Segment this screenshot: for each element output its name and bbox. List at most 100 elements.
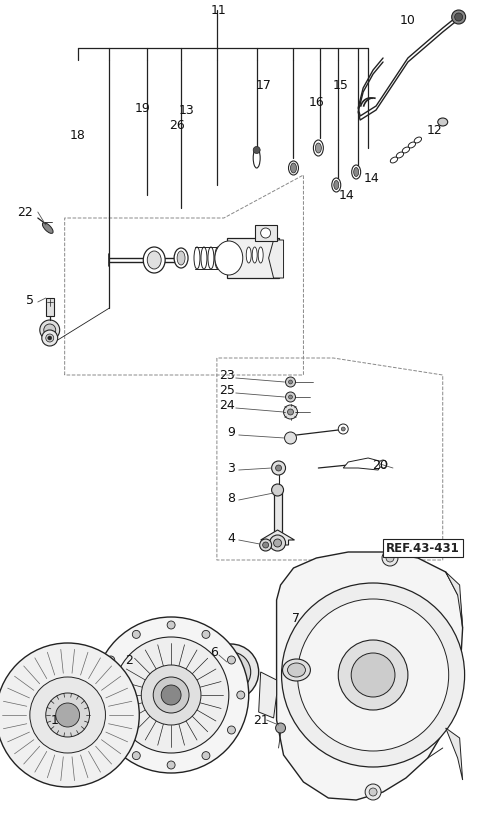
Circle shape [77,734,86,744]
Circle shape [455,13,463,21]
Text: 17: 17 [256,78,272,91]
Circle shape [351,653,395,697]
Ellipse shape [290,163,297,173]
Ellipse shape [143,247,165,273]
Ellipse shape [253,147,260,153]
Ellipse shape [215,247,221,269]
Circle shape [225,666,237,678]
Circle shape [288,409,293,415]
Circle shape [228,726,235,734]
Circle shape [202,630,210,638]
Text: 2: 2 [125,654,133,667]
Circle shape [161,685,181,705]
Circle shape [107,726,115,734]
Text: 5: 5 [26,293,34,306]
Ellipse shape [288,663,305,677]
Circle shape [369,788,377,796]
Circle shape [288,395,292,399]
Text: 23: 23 [219,368,235,381]
Circle shape [365,784,381,800]
Polygon shape [259,672,276,718]
Bar [255,225,276,241]
Ellipse shape [313,140,324,156]
Ellipse shape [402,147,409,153]
Text: REF.43-431: REF.43-431 [386,541,460,554]
Circle shape [276,465,282,471]
Ellipse shape [283,659,311,681]
Circle shape [44,324,56,336]
Ellipse shape [390,157,397,163]
Ellipse shape [42,222,53,233]
Ellipse shape [174,248,188,268]
Ellipse shape [258,247,263,263]
Polygon shape [276,552,463,800]
Bar [227,238,278,278]
Text: 24: 24 [219,399,235,412]
Bar [276,490,281,498]
Text: 12: 12 [427,124,443,136]
Circle shape [338,640,408,710]
Circle shape [286,377,296,387]
Circle shape [202,751,210,760]
Circle shape [203,644,259,700]
Ellipse shape [177,251,185,265]
Circle shape [167,761,175,769]
Ellipse shape [147,251,161,269]
Text: 1: 1 [51,713,59,726]
Ellipse shape [253,148,260,168]
Circle shape [237,691,245,699]
Bar [274,490,282,540]
Text: 8: 8 [227,491,235,504]
Polygon shape [343,458,383,470]
Text: 15: 15 [332,78,348,91]
Circle shape [288,380,292,384]
Circle shape [113,637,229,753]
Polygon shape [269,240,284,278]
Circle shape [260,539,272,551]
Circle shape [91,710,100,720]
Text: 3: 3 [227,461,235,474]
Circle shape [42,330,58,346]
Circle shape [272,461,286,475]
Circle shape [379,460,387,468]
Ellipse shape [252,247,257,263]
Polygon shape [446,728,463,780]
Ellipse shape [288,161,299,175]
Ellipse shape [396,152,404,158]
Text: 14: 14 [363,171,379,184]
Text: 19: 19 [134,102,150,114]
Ellipse shape [208,247,214,269]
Circle shape [338,424,348,434]
Text: 18: 18 [70,129,85,142]
Polygon shape [261,530,295,545]
Circle shape [167,621,175,629]
Circle shape [276,723,286,733]
Circle shape [49,685,59,696]
Ellipse shape [246,247,251,263]
Text: 13: 13 [179,104,195,117]
Text: 11: 11 [211,3,227,16]
Circle shape [97,691,106,699]
Circle shape [286,392,296,402]
Text: 10: 10 [400,14,416,27]
Circle shape [272,484,284,496]
Circle shape [386,554,394,562]
Ellipse shape [315,143,321,153]
Ellipse shape [408,142,416,148]
Text: 21: 21 [253,713,268,726]
Circle shape [35,710,45,720]
Circle shape [0,643,139,787]
Circle shape [48,336,52,340]
Circle shape [263,542,269,548]
Circle shape [46,334,54,342]
Circle shape [132,630,140,638]
Circle shape [132,751,140,760]
Text: 9: 9 [227,425,235,438]
Circle shape [46,693,90,737]
Circle shape [141,665,201,725]
Circle shape [77,685,86,696]
Polygon shape [446,572,463,628]
Circle shape [382,550,398,566]
Text: 26: 26 [169,118,185,131]
Ellipse shape [354,168,359,177]
